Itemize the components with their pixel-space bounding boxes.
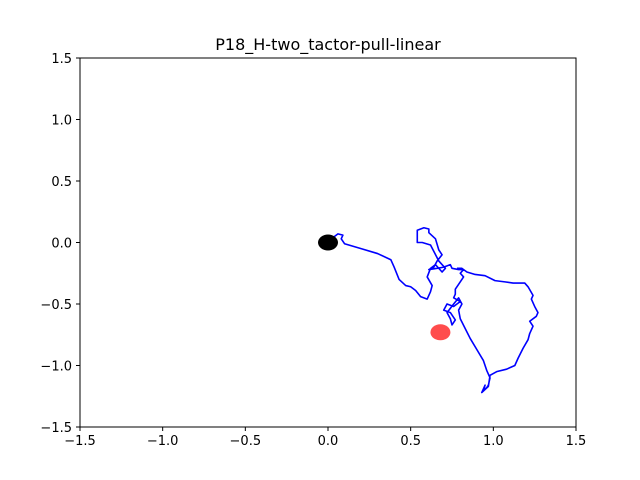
y-tick-label: 1.5	[51, 52, 72, 67]
x-tick-label: −0.5	[230, 434, 262, 449]
plot-area	[318, 226, 539, 394]
x-tick-label: −1.5	[64, 434, 96, 449]
start-marker	[318, 234, 338, 251]
trajectory-line-0	[327, 226, 539, 394]
y-tick-label: −1.5	[40, 421, 72, 436]
x-tick-label: 1.5	[566, 434, 587, 449]
x-tick-label: 1.0	[483, 434, 504, 449]
x-tick-label: −1.0	[147, 434, 179, 449]
x-tick-label: 0.0	[318, 434, 339, 449]
y-tick-label: 0.0	[51, 237, 72, 252]
y-tick-label: −1.0	[40, 360, 72, 375]
chart-title: P18_H-two_tactor-pull-linear	[215, 35, 441, 55]
y-tick-label: 1.0	[51, 114, 72, 129]
y-tick-label: −0.5	[40, 298, 72, 313]
target-marker	[430, 324, 451, 341]
axis-ticks: −1.5 −1.0 −0.5 0.0 0.5 1.0 1.5 −1.5 −1.0 −0.5 0.0 0…	[40, 52, 586, 449]
y-tick-label: 0.5	[51, 175, 72, 190]
x-tick-label: 0.5	[400, 434, 421, 449]
